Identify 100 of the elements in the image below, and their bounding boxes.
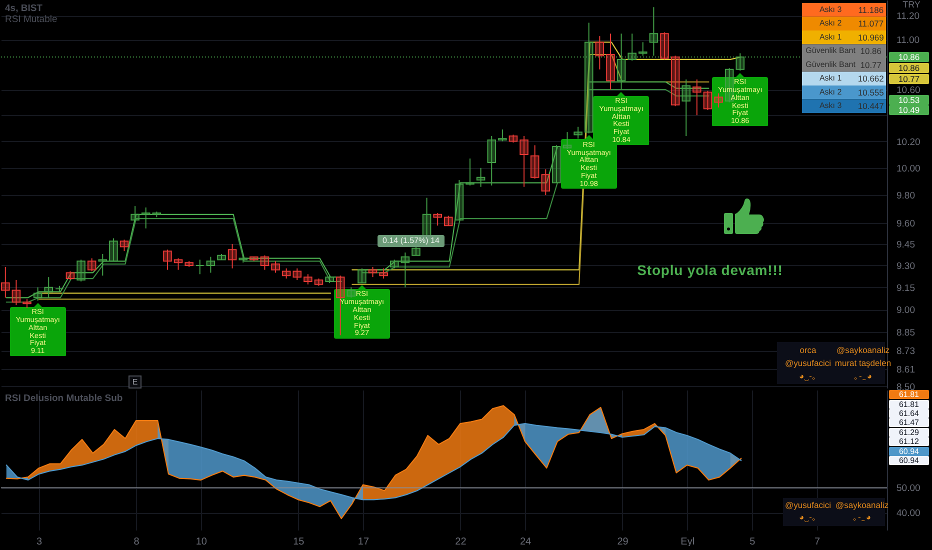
candlestick	[692, 78, 702, 116]
candlestick	[120, 239, 129, 252]
x-tick-label: 7	[814, 536, 820, 548]
data-label: 10.77	[860, 60, 882, 70]
candlestick	[346, 286, 356, 298]
candlestick	[487, 136, 496, 186]
y-tick-label: 8.85	[896, 328, 915, 339]
x-tick-label: 3	[36, 536, 43, 548]
event-badge: E	[128, 376, 142, 388]
candlestick	[292, 268, 302, 281]
candlestick	[541, 168, 550, 196]
y-tick-label: 8.61	[896, 364, 915, 376]
x-tick-label: 8	[134, 536, 140, 548]
candlestick	[325, 275, 334, 284]
y-tick-label: 9.45	[896, 239, 915, 250]
category-label: Askı 3	[819, 101, 842, 110]
text: 61.12	[889, 437, 929, 446]
candlestick	[196, 259, 204, 275]
annotation: ◕‿-｡	[799, 370, 817, 381]
text: 61.81	[889, 400, 929, 409]
candlestick	[141, 206, 150, 229]
candlestick	[358, 268, 366, 284]
text: 61.47	[889, 418, 929, 428]
candlestick	[260, 254, 270, 270]
candlestick	[271, 260, 280, 274]
annotation: ｡-‿◕	[854, 370, 872, 381]
annotation: orca	[800, 344, 816, 355]
candlestick	[454, 180, 464, 220]
annotation: ｡-‿◕	[853, 512, 871, 522]
candlestick	[433, 212, 442, 226]
y-tick-label: 11.00	[896, 35, 920, 46]
text: 10.86	[889, 63, 929, 73]
candlestick	[660, 32, 669, 60]
candlestick	[412, 246, 420, 256]
text: 10.49	[889, 105, 929, 115]
y-tick-label: 50.00	[896, 483, 920, 494]
candlestick	[379, 268, 388, 280]
x-tick-label: 22	[455, 536, 467, 548]
y-tick-label: 11.20	[896, 11, 920, 22]
candlestick	[174, 258, 183, 270]
candlestick	[33, 286, 42, 302]
x-tick-label: 24	[520, 536, 532, 548]
text: 61.81	[889, 390, 929, 400]
data-label: 10.555	[858, 87, 884, 98]
x-tick-label: 29	[617, 536, 629, 548]
candlestick	[163, 249, 172, 270]
category-label: Askı 1	[819, 74, 842, 83]
ref-line-label: 10.86	[889, 52, 929, 62]
candlestick	[628, 33, 636, 62]
candlestick	[422, 197, 432, 236]
y-tick-label: 9.80	[896, 190, 915, 202]
candlestick	[184, 260, 194, 268]
candlestick	[703, 90, 712, 110]
x-tick-label: 15	[293, 536, 305, 548]
data-label: 11.186	[858, 4, 884, 15]
category-label: Askı 3	[819, 4, 842, 14]
category-label: Askı 2	[819, 87, 842, 96]
y-tick-label: 9.60	[896, 218, 915, 230]
candlestick	[466, 158, 474, 186]
text: 10.77	[889, 74, 929, 84]
y-tick-label: 9.15	[896, 282, 915, 294]
annotation: @yusufacici	[785, 500, 831, 510]
candlestick	[314, 278, 324, 286]
data-label: 10.969	[858, 32, 884, 42]
candlestick	[152, 211, 162, 218]
candlestick	[44, 276, 54, 298]
x-tick-label: 10	[196, 536, 208, 548]
candlestick	[109, 238, 118, 262]
candlestick	[12, 280, 21, 306]
chart-title: RSI Delusion Mutable Sub	[5, 393, 123, 404]
candlestick	[606, 33, 615, 90]
candlestick	[649, 6, 658, 56]
y-tick-label: 9.00	[896, 305, 915, 316]
annotation: @saykoanaliz	[836, 344, 890, 355]
candlestick	[1, 266, 10, 298]
candlestick	[400, 252, 410, 288]
candlestick	[638, 42, 648, 56]
category-label: Güvenlik Bant	[806, 46, 856, 56]
candlestick	[498, 128, 507, 142]
annotation: murat taşdelen	[834, 358, 892, 368]
text: 60.94	[889, 456, 929, 465]
candlestick	[217, 253, 226, 260]
candlestick	[562, 132, 572, 150]
data-label: 10.447	[858, 101, 884, 112]
candlestick	[574, 126, 582, 140]
y-tick-label: 10.20	[896, 136, 920, 148]
candlestick	[76, 259, 86, 282]
y-tick-label: 8.50	[896, 382, 915, 393]
data-label: 10.662	[858, 74, 884, 84]
candlestick	[304, 274, 312, 285]
candlestick	[390, 259, 399, 269]
candlestick	[736, 52, 745, 72]
candlestick	[595, 36, 604, 70]
candlestick	[206, 256, 216, 274]
candlestick	[87, 258, 96, 272]
text: 60.94	[889, 446, 929, 456]
candlestick	[508, 134, 518, 144]
candlestick	[670, 55, 680, 107]
candlestick	[130, 206, 140, 220]
chart-title: 4s, BIST	[5, 3, 42, 14]
